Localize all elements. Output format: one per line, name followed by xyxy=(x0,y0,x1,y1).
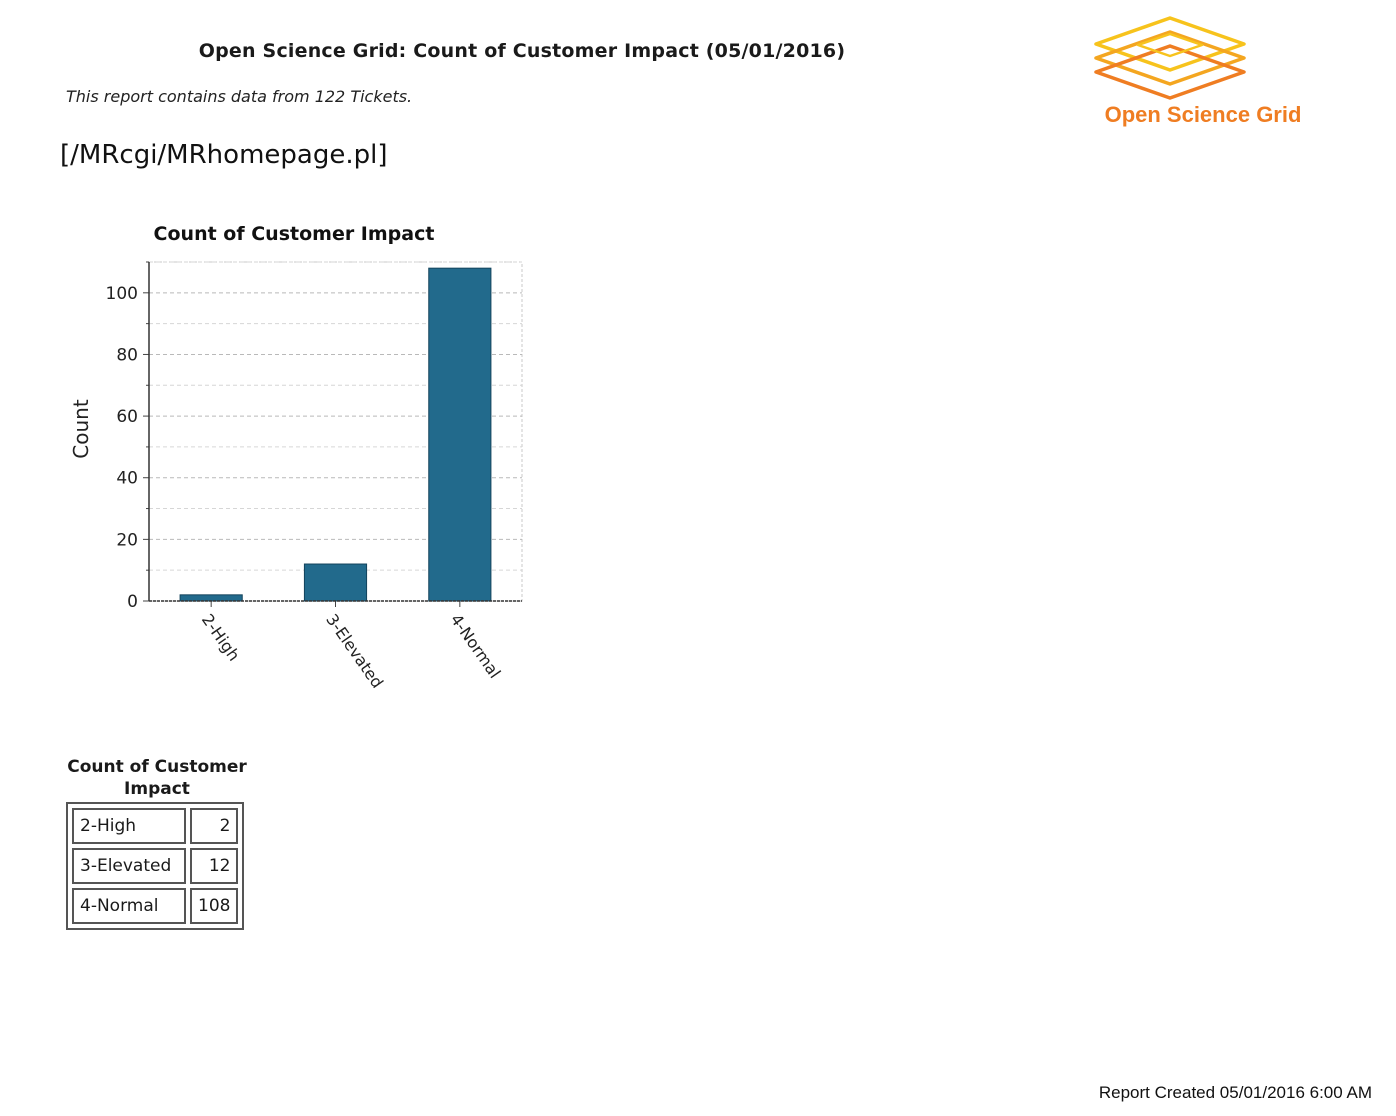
y-tick-label: 20 xyxy=(116,530,138,550)
table-row: 2-High 2 xyxy=(72,808,239,844)
bar-2-high xyxy=(179,594,243,602)
bar-3-elevated xyxy=(303,563,368,602)
table-row: 4-Normal 108 xyxy=(72,888,239,924)
bar-layer xyxy=(179,267,492,602)
summary-table: 2-High 2 3-Elevated 12 4-Normal 108 xyxy=(66,802,245,930)
summary-table-block: Count of Customer Impact 2-High 2 3-Elev… xyxy=(66,756,248,930)
bar-4-normal xyxy=(428,267,492,602)
report-created-footer: Report Created 05/01/2016 6:00 AM xyxy=(1098,1083,1372,1102)
y-tick-label: 40 xyxy=(116,469,138,489)
x-tick-label: 3-Elevated xyxy=(322,610,387,691)
x-tick-label: 2-High xyxy=(198,610,244,664)
y-tick-label: 80 xyxy=(116,345,138,365)
table-cell-value: 12 xyxy=(190,848,239,884)
y-tick-label: 0 xyxy=(127,592,138,612)
table-cell-value: 108 xyxy=(190,888,239,924)
logo-inner-diamond xyxy=(1136,32,1204,58)
plot-frame xyxy=(148,261,523,602)
table-row: 3-Elevated 12 xyxy=(72,848,239,884)
logo-text: Open Science Grid xyxy=(1105,102,1302,127)
y-axis-label: Count xyxy=(69,399,93,459)
osg-logo: Open Science Grid xyxy=(1094,16,1302,127)
x-tick-label: 4-Normal xyxy=(447,610,505,681)
y-tick-label: 100 xyxy=(106,284,138,304)
table-cell-label: 3-Elevated xyxy=(72,848,186,884)
table-cell-label: 4-Normal xyxy=(72,888,186,924)
logo-layer xyxy=(1094,30,1246,86)
y-tick-label: 60 xyxy=(116,407,138,427)
homepage-link-text[interactable]: [/MRcgi/MRhomepage.pl] xyxy=(60,140,388,170)
chart-title: Count of Customer Impact xyxy=(154,223,435,245)
report-title: Open Science Grid: Count of Customer Imp… xyxy=(198,40,846,62)
logo-layer xyxy=(1094,16,1246,72)
logo-layer xyxy=(1094,44,1246,100)
table-cell-label: 2-High xyxy=(72,808,186,844)
table-cell-value: 2 xyxy=(190,808,239,844)
table-caption: Count of Customer Impact xyxy=(67,757,247,799)
report-subtitle: This report contains data from 122 Ticke… xyxy=(66,87,413,106)
customer-impact-bar-chart: Count of Customer Impact Count 0 20 40 60 80… xyxy=(69,223,523,692)
